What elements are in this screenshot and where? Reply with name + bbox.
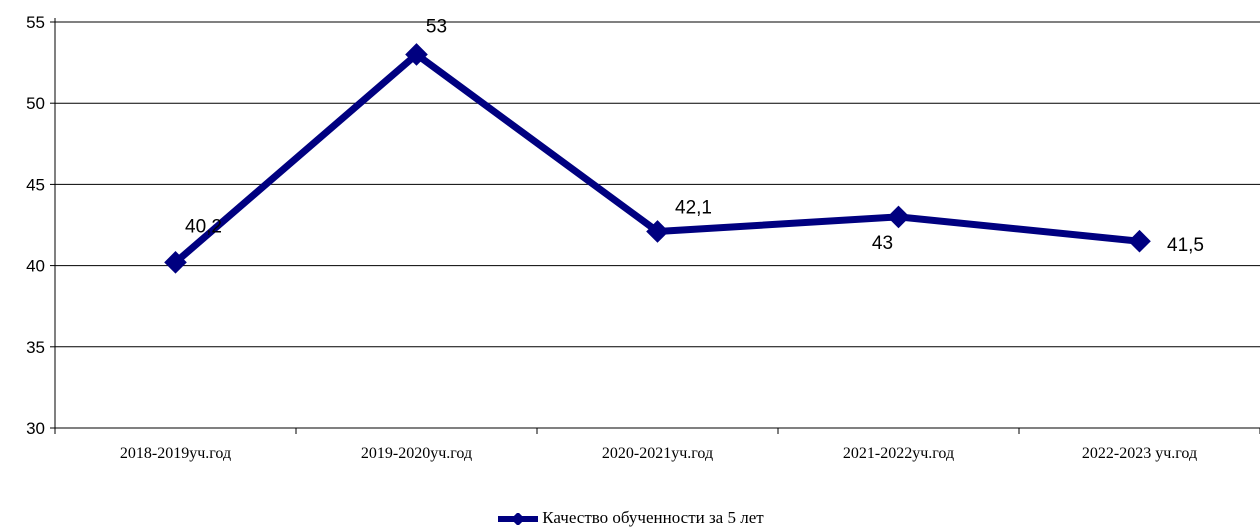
legend-label: Качество обученности за 5 лет: [542, 508, 764, 527]
data-label: 43: [872, 233, 893, 254]
data-labels: 40,2 53 42,1 43 41,5: [185, 16, 1204, 256]
legend-swatch: [498, 513, 539, 526]
x-tick-label: 2018-2019уч.год: [120, 445, 231, 462]
y-tick-label: 55: [26, 13, 45, 32]
data-point-marker: [1128, 229, 1151, 253]
axes: [54, 18, 1260, 429]
gridlines: [55, 21, 1260, 348]
x-axis-ticks: 2018-2019уч.год 2019-2020уч.год 2020-2021у…: [54, 428, 1260, 462]
x-tick-label: 2019-2020уч.год: [361, 445, 472, 462]
y-tick-label: 30: [26, 419, 45, 438]
x-tick-label: 2020-2021уч.год: [602, 445, 713, 462]
y-tick-label: 45: [26, 175, 45, 194]
data-label: 42,1: [675, 197, 712, 218]
x-tick-label: 2022-2023 уч.год: [1082, 445, 1197, 462]
data-point-marker: [164, 251, 187, 274]
y-tick-label: 40: [26, 257, 45, 276]
y-axis-ticks: 30 35 40 45 50 55: [26, 13, 55, 438]
x-tick-label: 2021-2022уч.год: [843, 445, 954, 462]
data-label: 41,5: [1167, 235, 1204, 256]
data-label: 53: [426, 16, 447, 37]
y-tick-label: 50: [26, 94, 45, 113]
y-tick-label: 35: [26, 338, 45, 357]
series-layer: [164, 43, 1151, 274]
legend: Качество обученности за 5 лет: [0, 508, 1260, 528]
data-label: 40,2: [185, 216, 222, 237]
data-point-marker: [887, 205, 910, 229]
